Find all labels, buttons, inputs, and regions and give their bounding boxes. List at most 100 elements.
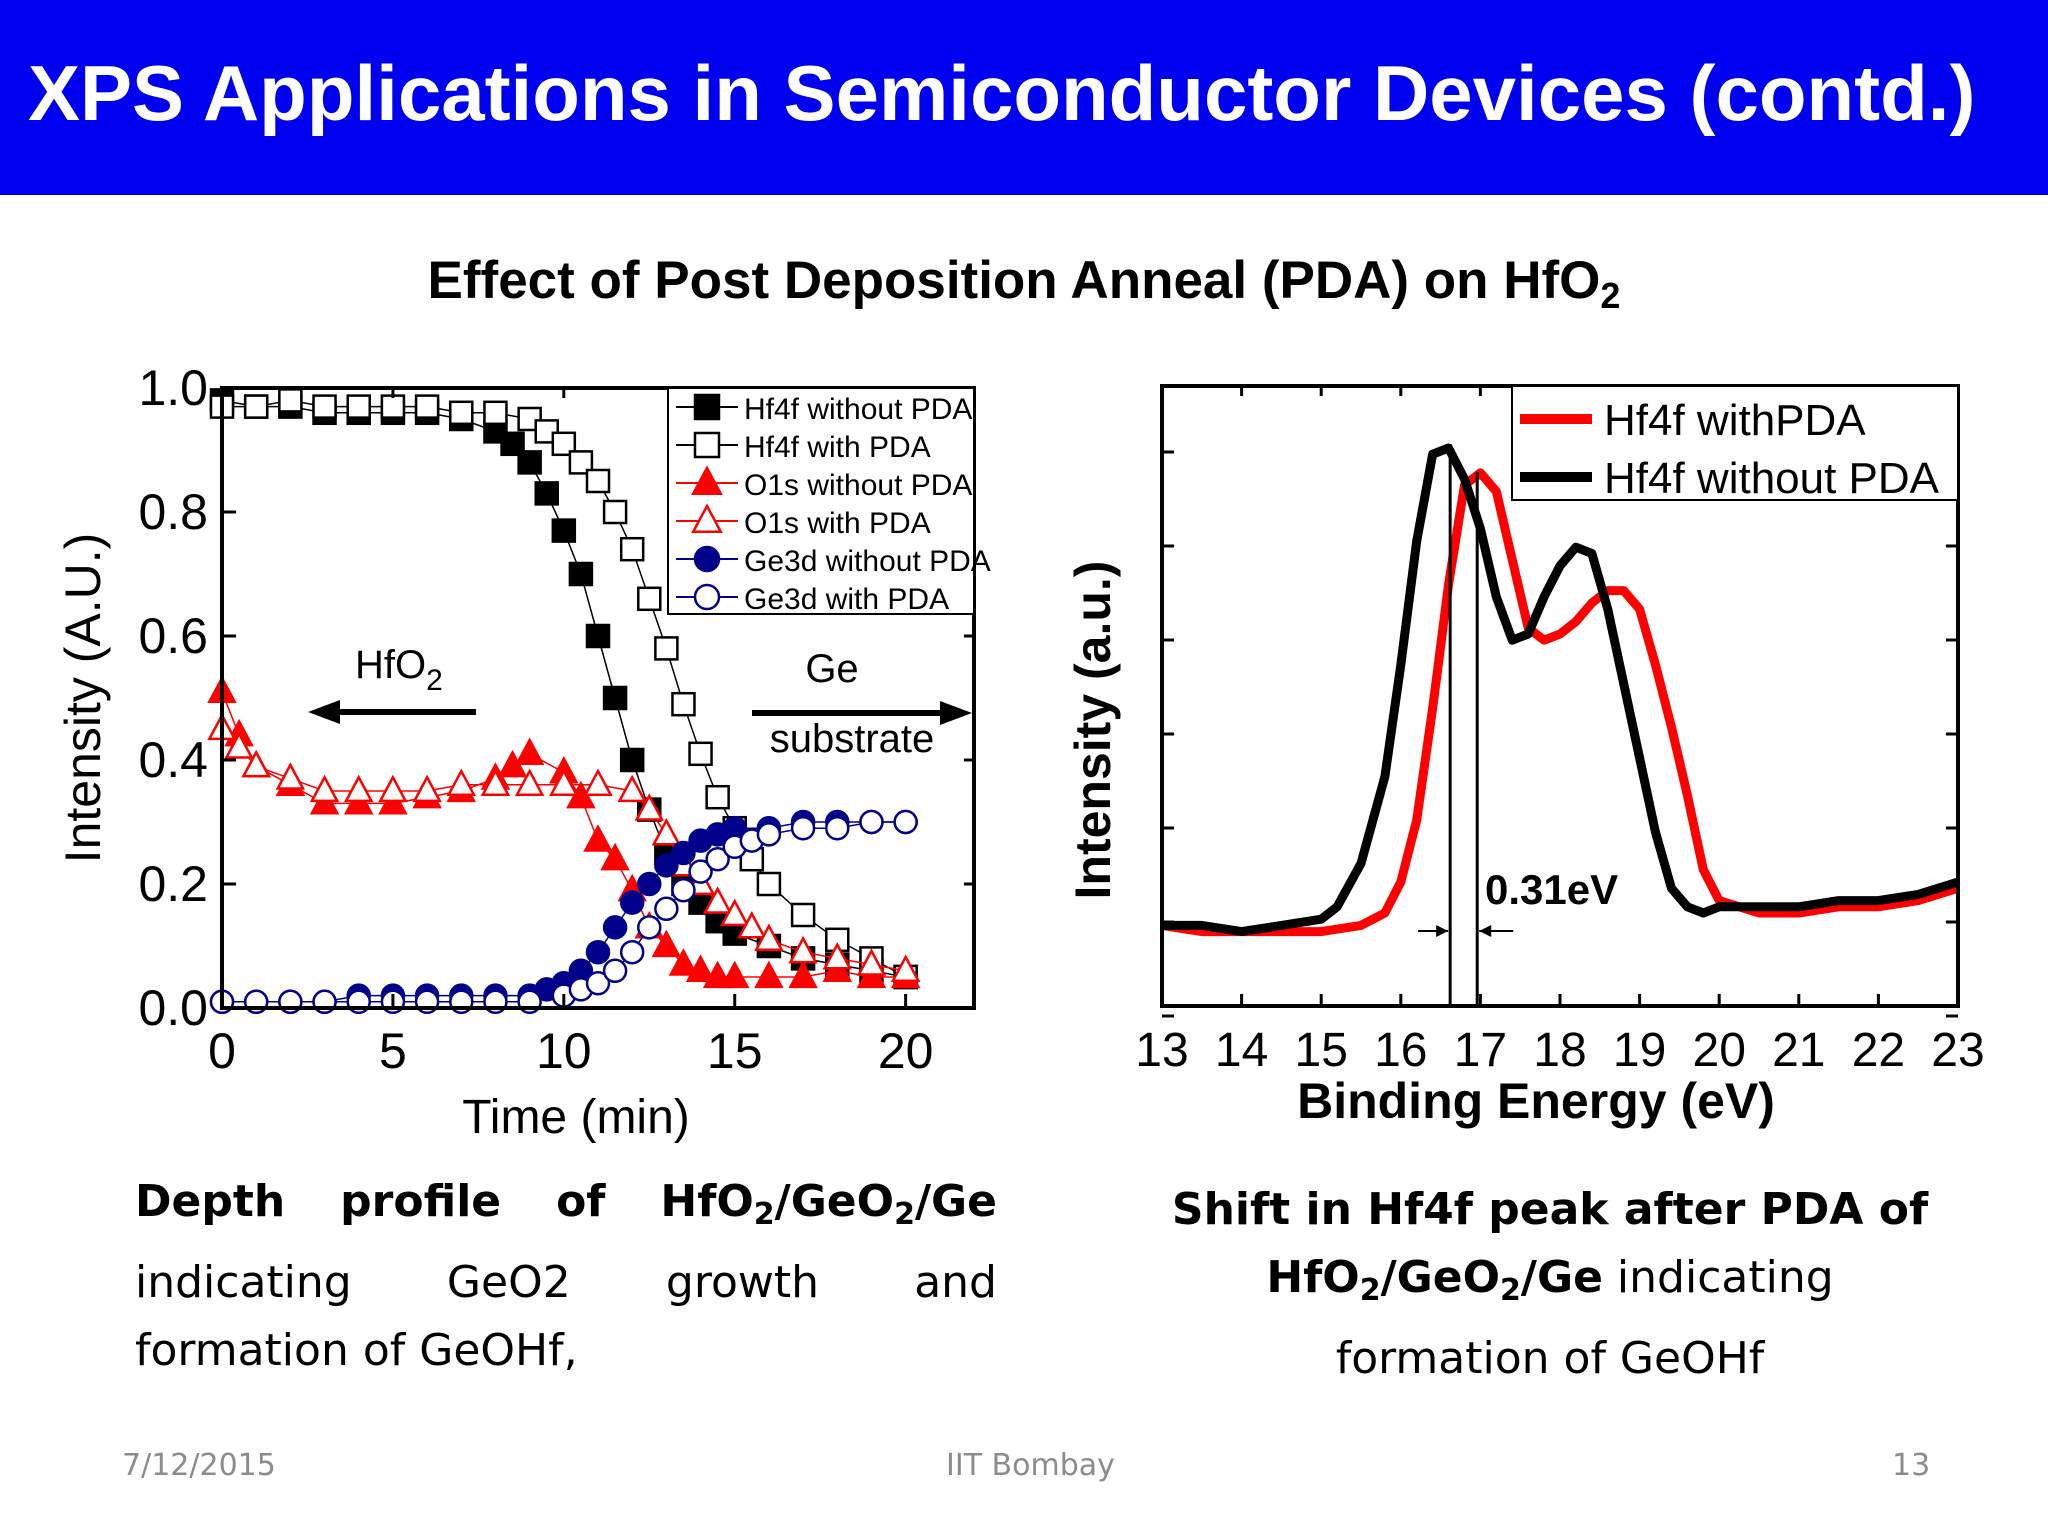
hfo2-annotation-text: HfO: [355, 643, 426, 687]
formula-part: /GeO: [1380, 1252, 1501, 1303]
data-point-circle: [602, 915, 628, 940]
data-point-square: [500, 431, 525, 457]
left-x-axis-label: Time (min): [462, 1091, 690, 1144]
ge-annotation: Ge: [805, 647, 858, 691]
legend-marker: [693, 431, 721, 459]
slide-title: XPS Applications in Semiconductor Device…: [28, 49, 1976, 137]
data-point-triangle: [241, 749, 271, 778]
data-point-square: [449, 400, 474, 426]
hf4f-shift-chart: 13 14 15 16 17 18 19 20 21 22 23 Binding Energy (e…: [1065, 384, 1985, 1129]
left-x-tick-label: 20: [878, 1023, 934, 1079]
data-point-circle: [585, 970, 611, 996]
data-point-triangle: [514, 737, 545, 765]
data-point-circle: [705, 846, 730, 872]
data-point-triangle: [309, 774, 340, 803]
data-point-triangle: [224, 731, 254, 759]
data-point-square: [637, 586, 662, 612]
right-caption-line-1: Shift in Hf4f peak after PDA of: [1171, 1184, 1929, 1235]
series-line: [222, 399, 906, 978]
series-line: [221, 691, 906, 978]
data-point-triangle: [890, 954, 921, 982]
left-y-tick-label: 0.2: [138, 856, 208, 912]
formula-sub: 2: [753, 1197, 775, 1232]
subtitle-sub: 2: [1600, 275, 1621, 316]
data-point-circle: [671, 877, 696, 903]
data-point-square: [312, 394, 337, 419]
series-hf4f-withpda: [1161, 468, 1960, 937]
data-point-square: [568, 561, 594, 587]
left-plot-frame: [220, 386, 976, 1010]
data-point-triangle: [856, 948, 887, 976]
right-x-tick-label: 20: [1693, 1024, 1746, 1077]
right-x-tick-label: 21: [1772, 1024, 1825, 1077]
footer-center: IIT Bombay: [946, 1448, 1115, 1483]
footer-date: 7/12/2015: [122, 1448, 276, 1483]
legend-entry: O1s with PDA: [744, 507, 931, 540]
data-point-circle: [602, 958, 628, 984]
right-x-tick-label: 15: [1295, 1024, 1348, 1077]
series-line: [221, 399, 906, 978]
caption-word: of: [556, 1176, 606, 1227]
data-point-triangle: [788, 960, 818, 989]
formula-part: HfO: [1266, 1252, 1360, 1303]
data-point-square: [790, 902, 816, 928]
data-point-circle: [756, 822, 782, 847]
data-point-circle: [688, 859, 713, 884]
caption-word: profile: [340, 1176, 502, 1227]
left-y-tick-label: 0.6: [138, 608, 208, 664]
data-point-circle: [654, 853, 679, 878]
data-point-triangle: [788, 935, 818, 964]
right-x-tick-label: 18: [1533, 1024, 1586, 1077]
data-point-square: [688, 741, 713, 767]
data-point-square: [585, 623, 611, 649]
left-x-tick-label: 0: [208, 1023, 236, 1079]
data-point-circle: [654, 896, 679, 922]
data-point-triangle: [412, 774, 442, 803]
shift-label: 0.31eV: [1485, 866, 1618, 913]
data-point-triangle: [583, 824, 613, 852]
data-point-triangle: [754, 923, 784, 951]
left-y-tick-label: 1.0: [138, 360, 208, 416]
formula-part: /Ge: [1520, 1252, 1603, 1303]
formula-part: HfO: [660, 1176, 754, 1227]
data-point-triangle: [600, 842, 630, 871]
data-point-triangle: [514, 768, 545, 796]
data-point-circle: [637, 915, 662, 940]
data-point-square: [534, 481, 559, 506]
data-point-triangle: [822, 941, 853, 970]
right-x-tick-label: 16: [1374, 1024, 1427, 1077]
legend-marker: [691, 465, 723, 496]
left-x-tick-label: 10: [536, 1023, 592, 1079]
data-point-triangle: [719, 960, 750, 989]
data-point-square: [568, 450, 594, 475]
hfo2-annotation-sub: 2: [426, 664, 443, 697]
legend-marker: [693, 545, 721, 573]
legend-entry: Ge3d with PDA: [744, 583, 949, 616]
data-point-square: [517, 450, 542, 475]
left-y-axis-label: Intensity (A.U.): [55, 533, 111, 864]
data-point-circle: [859, 809, 884, 835]
legend-marker: [693, 583, 721, 611]
left-legend: Hf4f without PDA Hf4f with PDA O1s without…: [667, 387, 991, 616]
data-point-circle: [790, 815, 816, 841]
data-point-triangle: [702, 886, 733, 914]
legend-entry: Hf4f withPDA: [1604, 396, 1866, 445]
subtitle-main: Effect of Post Deposition Anneal (PDA) o…: [427, 251, 1601, 310]
data-point-square: [483, 400, 508, 426]
data-point-circle: [825, 815, 850, 841]
data-point-triangle: [685, 954, 716, 982]
legend-entry: Ge3d without PDA: [744, 545, 991, 578]
left-x-tick-label: 15: [707, 1023, 763, 1079]
footer-page-number: 13: [1892, 1448, 1931, 1483]
shift-arrowhead: [1436, 925, 1449, 937]
caption-word: Depth: [135, 1176, 286, 1227]
left-y-tick-label: 0.4: [138, 732, 208, 788]
shift-arrowhead: [1479, 925, 1492, 937]
caption-word: growth: [665, 1257, 819, 1308]
data-point-circle: [619, 939, 645, 965]
slide-subtitle: Effect of Post Deposition Anneal (PDA) o…: [0, 250, 2048, 317]
depth-profile-chart: 0 5 10 15 20 0.0 0.2 0.4 0.6 0.8 1.0 Time (min) In…: [55, 360, 991, 1144]
data-point-square: [380, 394, 406, 419]
right-x-tick-label: 17: [1454, 1024, 1507, 1077]
data-point-triangle: [719, 898, 750, 927]
